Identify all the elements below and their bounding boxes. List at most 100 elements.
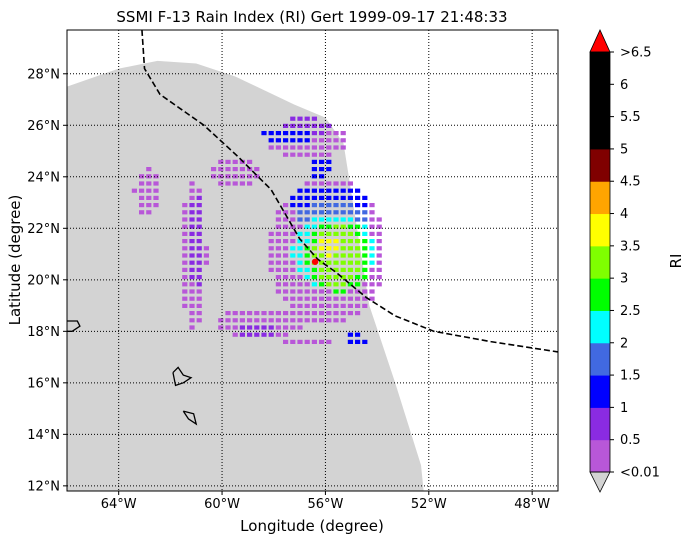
rain-pixel — [297, 311, 303, 316]
rain-pixel — [347, 210, 353, 215]
rain-pixel — [283, 267, 289, 272]
rain-pixel — [189, 311, 195, 316]
rain-pixel — [333, 195, 339, 200]
rain-pixel — [153, 188, 159, 193]
rain-pixel — [362, 195, 368, 200]
rain-pixel — [153, 181, 159, 186]
rain-pixel — [275, 332, 281, 337]
rain-pixel — [326, 159, 332, 164]
rain-pixel — [297, 267, 303, 272]
rain-pixel — [355, 210, 361, 215]
rain-pixel — [196, 203, 202, 208]
y-tick-label: 12°N — [27, 479, 60, 494]
rain-pixel — [304, 231, 310, 236]
rain-pixel — [297, 116, 303, 121]
rain-pixel — [340, 203, 346, 208]
rain-pixel — [297, 224, 303, 229]
rain-pixel — [297, 138, 303, 143]
rain-pixel — [225, 311, 231, 316]
rain-pixel — [333, 296, 339, 301]
rain-pixel — [355, 282, 361, 287]
colorbar-segment — [590, 310, 610, 344]
rain-pixel — [355, 275, 361, 280]
rain-pixel — [182, 246, 188, 251]
rain-pixel — [189, 210, 195, 215]
rain-pixel — [319, 231, 325, 236]
rain-pixel — [362, 339, 368, 344]
rain-pixel — [275, 138, 281, 143]
rain-pixel — [333, 318, 339, 323]
rain-pixel — [362, 303, 368, 308]
rain-pixel — [275, 224, 281, 229]
rain-pixel — [333, 303, 339, 308]
rain-pixel — [326, 123, 332, 128]
rain-pixel — [311, 181, 317, 186]
rain-pixel — [146, 195, 152, 200]
rain-pixel — [283, 224, 289, 229]
rain-pixel — [340, 303, 346, 308]
rain-pixel — [189, 188, 195, 193]
rain-pixel — [304, 195, 310, 200]
rain-pixel — [297, 296, 303, 301]
rain-pixel — [297, 217, 303, 222]
rain-pixel — [225, 167, 231, 172]
rain-pixel — [297, 188, 303, 193]
rain-pixel — [139, 174, 145, 179]
rain-pixel — [355, 253, 361, 258]
rain-pixel — [254, 318, 260, 323]
rain-pixel — [311, 167, 317, 172]
colorbar-segment — [590, 342, 610, 376]
rain-pixel — [290, 217, 296, 222]
rain-pixel — [326, 311, 332, 316]
rain-pixel — [326, 296, 332, 301]
rain-pixel — [347, 282, 353, 287]
rain-pixel — [347, 303, 353, 308]
rain-pixel — [311, 123, 317, 128]
colorbar: <0.01 0.5 1 1.5 2 2.5 3 3.5 4 4.5 5 5.5 6 >6.5 — [589, 29, 660, 493]
rain-pixel — [182, 275, 188, 280]
rain-pixel — [297, 123, 303, 128]
rain-pixel — [340, 210, 346, 215]
rain-pixel — [347, 203, 353, 208]
rain-pixel — [369, 246, 375, 251]
rain-pixel — [218, 318, 224, 323]
rain-pixel — [290, 282, 296, 287]
gridlines — [67, 30, 558, 491]
rain-pixel — [290, 195, 296, 200]
colorbar-tick-label: 3.5 — [620, 239, 641, 254]
rain-pixel — [283, 123, 289, 128]
rain-pixel — [311, 318, 317, 323]
rain-pixel — [355, 332, 361, 337]
rain-pixel — [297, 231, 303, 236]
rain-pixel — [268, 311, 274, 316]
rain-pixel — [326, 303, 332, 308]
rain-pixel — [182, 224, 188, 229]
rain-pixel — [311, 253, 317, 258]
rain-pixel — [333, 253, 339, 258]
rain-pixel — [247, 174, 253, 179]
rain-pixel — [290, 231, 296, 236]
rain-pixel — [369, 224, 375, 229]
colorbar-segment — [590, 245, 610, 279]
rain-pixel — [369, 275, 375, 280]
y-tick-label: 20°N — [27, 273, 60, 288]
colorbar-segment — [590, 148, 610, 182]
rain-pixel — [275, 289, 281, 294]
coastline — [172, 366, 193, 387]
rain-pixel — [131, 188, 137, 193]
rain-pixel — [297, 282, 303, 287]
rain-pixel — [326, 224, 332, 229]
rain-pixel — [355, 267, 361, 272]
rain-pixel — [311, 339, 317, 344]
rain-pixel — [319, 303, 325, 308]
rain-pixel — [319, 138, 325, 143]
rain-pixel — [333, 231, 339, 236]
rain-pixel — [311, 289, 317, 294]
x-tick-label: 52°W — [411, 497, 447, 512]
rain-pixel — [275, 217, 281, 222]
rain-pixel — [340, 231, 346, 236]
swath-pixels — [67, 60, 424, 491]
rain-pixel — [218, 181, 224, 186]
rain-pixel — [311, 296, 317, 301]
rain-pixel — [203, 253, 209, 258]
